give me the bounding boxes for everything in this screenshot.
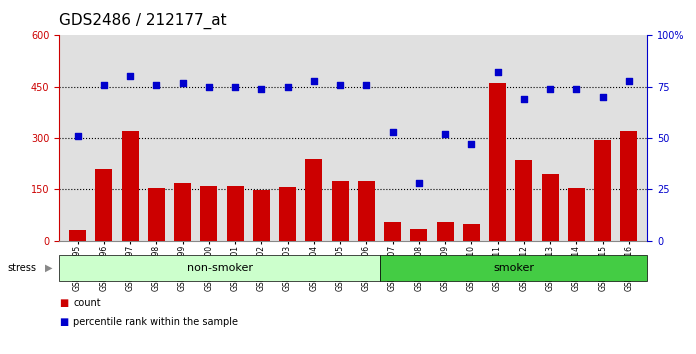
Bar [489, 83, 506, 241]
Bar [69, 230, 86, 241]
Text: smoker: smoker [493, 263, 534, 273]
Point [597, 94, 608, 100]
Point [98, 82, 109, 87]
Text: ■: ■ [59, 298, 68, 308]
Text: GDS2486 / 212177_at: GDS2486 / 212177_at [59, 12, 227, 29]
Point [125, 74, 136, 79]
Point [151, 82, 162, 87]
Bar [148, 188, 165, 241]
Bar [384, 222, 401, 241]
Bar [463, 224, 480, 241]
Point [177, 80, 188, 85]
Bar [306, 159, 322, 241]
Point [387, 129, 398, 135]
Point [230, 84, 241, 90]
Text: ■: ■ [59, 317, 68, 327]
Bar [515, 160, 532, 241]
Bar [620, 131, 638, 241]
Text: non-smoker: non-smoker [187, 263, 253, 273]
Point [466, 141, 477, 147]
Bar [331, 181, 349, 241]
Point [203, 84, 214, 90]
Point [308, 78, 319, 84]
Bar [174, 183, 191, 241]
Bar [200, 186, 217, 241]
Text: count: count [73, 298, 101, 308]
Bar [226, 186, 244, 241]
Point [335, 82, 346, 87]
Bar [411, 229, 427, 241]
Bar [253, 190, 270, 241]
Bar [279, 187, 296, 241]
Point [413, 181, 425, 186]
Text: ▶: ▶ [45, 263, 53, 273]
Point [492, 69, 503, 75]
Point [255, 86, 267, 92]
Point [361, 82, 372, 87]
Bar [122, 131, 139, 241]
Bar [568, 188, 585, 241]
Bar [594, 140, 611, 241]
Point [624, 78, 635, 84]
Bar [358, 181, 375, 241]
Bar [541, 174, 559, 241]
Point [440, 131, 451, 137]
Text: percentile rank within the sample: percentile rank within the sample [73, 317, 238, 327]
Point [519, 96, 530, 102]
Text: stress: stress [7, 263, 36, 273]
Point [544, 86, 555, 92]
Bar [95, 169, 112, 241]
Point [571, 86, 582, 92]
Point [72, 133, 83, 139]
Bar [436, 222, 454, 241]
Point [282, 84, 293, 90]
